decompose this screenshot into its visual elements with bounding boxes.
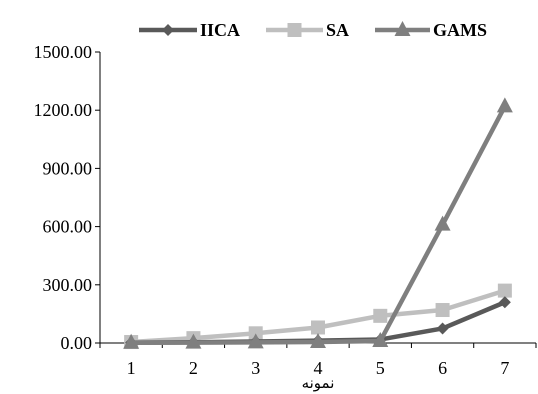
legend-marker bbox=[162, 24, 174, 36]
data-point-gams bbox=[185, 333, 202, 349]
y-axis: 0.00 300.00 600.00 900.00 1200.00 1500.00 bbox=[34, 42, 101, 353]
x-tick-label: 7 bbox=[500, 358, 509, 378]
legend-label: SA bbox=[326, 20, 349, 40]
x-tick-label: 1 bbox=[127, 358, 136, 378]
y-tick-label: 0.00 bbox=[61, 333, 93, 353]
x-tick-label: 6 bbox=[438, 358, 447, 378]
x-axis-title: نمونه bbox=[302, 374, 335, 392]
data-point-iica bbox=[436, 322, 449, 335]
y-tick-label: 900.00 bbox=[43, 158, 93, 178]
x-tick-label: 2 bbox=[189, 358, 198, 378]
legend-item-sa: SA bbox=[266, 20, 349, 40]
legend-label: GAMS bbox=[433, 20, 487, 40]
x-tick-label: 3 bbox=[251, 358, 260, 378]
x-tick-label: 4 bbox=[314, 358, 323, 378]
data-point-sa bbox=[311, 320, 325, 335]
legend-item-iica: IICA bbox=[139, 20, 240, 40]
y-tick-label: 300.00 bbox=[43, 275, 93, 295]
x-axis: 1 2 3 4 5 6 7 bbox=[99, 342, 537, 378]
data-point-gams bbox=[434, 215, 451, 231]
y-tick-label: 1500.00 bbox=[34, 42, 93, 62]
series-layer bbox=[123, 97, 513, 350]
data-point-sa bbox=[373, 308, 388, 323]
data-point-sa bbox=[497, 283, 512, 298]
data-point-iica bbox=[498, 296, 511, 309]
data-point-sa bbox=[435, 303, 450, 318]
y-tick-label: 1200.00 bbox=[34, 100, 93, 120]
legend: IICA SA GAMS bbox=[139, 20, 487, 40]
y-tick-label: 600.00 bbox=[43, 217, 93, 237]
legend-marker bbox=[394, 21, 411, 36]
data-point-gams bbox=[496, 97, 513, 113]
legend-item-gams: GAMS bbox=[375, 20, 487, 40]
data-point-sa bbox=[248, 326, 263, 341]
data-point-gams bbox=[372, 332, 389, 348]
series-gams bbox=[123, 97, 513, 349]
data-point-gams bbox=[310, 333, 326, 349]
legend-marker bbox=[287, 23, 302, 37]
x-tick-label: 5 bbox=[376, 358, 385, 378]
data-point-gams bbox=[247, 333, 264, 349]
legend-label: IICA bbox=[200, 20, 240, 40]
data-point-gams bbox=[123, 333, 140, 349]
